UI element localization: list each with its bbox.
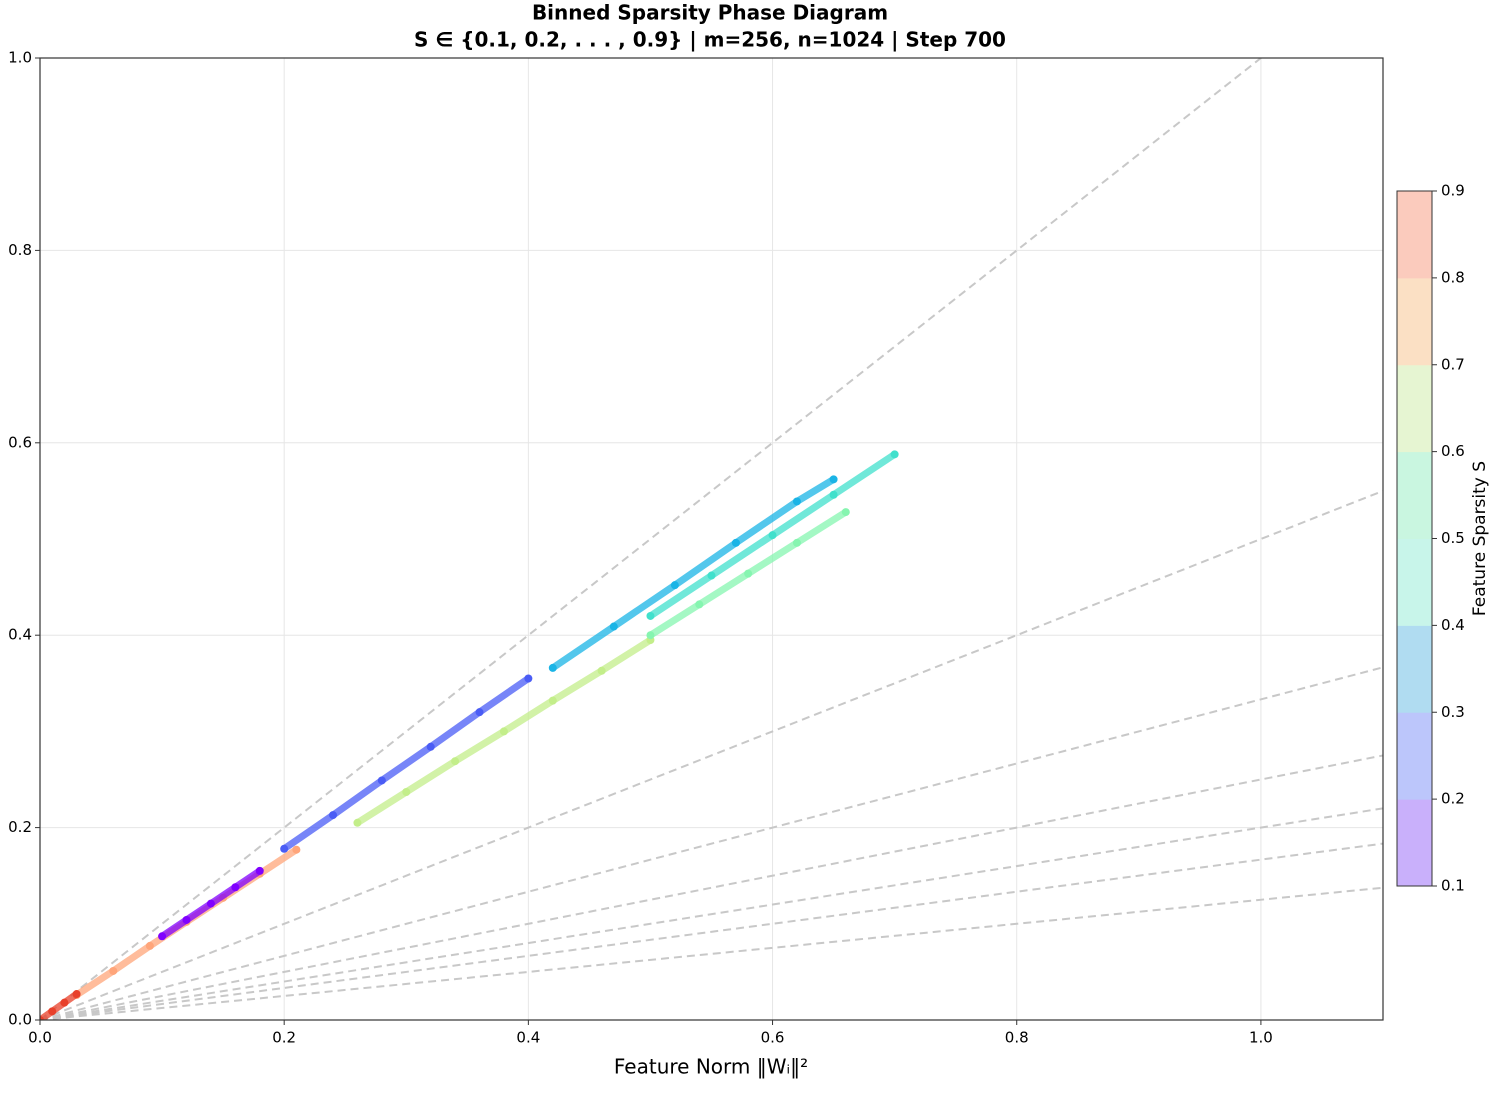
point bbox=[60, 998, 69, 1007]
colorbar-tick-label: 0.2 bbox=[1441, 790, 1465, 808]
point bbox=[695, 600, 704, 609]
point bbox=[426, 742, 435, 751]
plot-frame bbox=[39, 57, 1384, 1021]
axes: 0.0 0.2 0.4 0.6 0.8 1.0 0.0 0.2 0.4 0.6 0.8 1.0 bbox=[8, 49, 1273, 1047]
reference-line bbox=[40, 489, 1383, 1020]
y-tick-label: 0.6 bbox=[8, 433, 32, 451]
x-tick-label: 1.0 bbox=[1249, 1029, 1273, 1047]
point bbox=[744, 569, 753, 578]
point bbox=[206, 899, 215, 908]
colorbar-tick-label: 0.5 bbox=[1441, 529, 1465, 547]
colorbar-tick-label: 0.9 bbox=[1441, 182, 1465, 200]
colorbar-label: Feature Sparsity S bbox=[1470, 461, 1490, 616]
colorbar: 0.1 0.2 0.3 0.4 0.5 0.6 0.7 0.8 0.9 Feature Spars… bbox=[1396, 182, 1490, 895]
point bbox=[524, 674, 533, 683]
reference-line bbox=[40, 886, 1383, 1020]
x-tick-label: 0.0 bbox=[28, 1029, 52, 1047]
x-axis-label: Feature Norm ‖Wᵢ‖² bbox=[614, 1055, 808, 1079]
colorbar-segment bbox=[1397, 712, 1432, 800]
reference-lines bbox=[40, 58, 1383, 1020]
reference-line bbox=[40, 666, 1383, 1020]
reference-line bbox=[40, 807, 1383, 1020]
point bbox=[609, 622, 618, 631]
point bbox=[768, 531, 777, 540]
x-tick-label: 0.4 bbox=[516, 1029, 540, 1047]
point bbox=[792, 497, 801, 506]
colorbar-segment bbox=[1397, 451, 1432, 539]
point bbox=[231, 883, 240, 892]
point bbox=[377, 776, 386, 785]
reference-line bbox=[40, 58, 1263, 1020]
point bbox=[548, 696, 557, 705]
colorbar-segment bbox=[1397, 191, 1432, 279]
point bbox=[329, 811, 338, 820]
colorbar-tick-label: 0.8 bbox=[1441, 268, 1465, 286]
reference-line bbox=[40, 842, 1383, 1020]
point bbox=[792, 538, 801, 547]
colorbar-segment bbox=[1397, 364, 1432, 453]
point bbox=[841, 508, 850, 517]
point bbox=[646, 631, 655, 640]
colorbar-tick-label: 0.7 bbox=[1441, 355, 1465, 373]
point bbox=[280, 844, 289, 853]
point bbox=[292, 845, 301, 854]
point bbox=[499, 727, 508, 736]
reference-line bbox=[40, 754, 1383, 1020]
point bbox=[40, 1016, 44, 1020]
colorbar-tick-label: 0.3 bbox=[1441, 703, 1465, 721]
point bbox=[829, 490, 838, 499]
point bbox=[353, 818, 362, 827]
point bbox=[829, 475, 838, 484]
colorbar-segment bbox=[1397, 538, 1432, 626]
point bbox=[145, 941, 154, 950]
colorbar-tick-label: 0.4 bbox=[1441, 616, 1465, 634]
y-tick-label: 0.2 bbox=[8, 818, 32, 836]
point bbox=[109, 966, 118, 975]
colorbar-segment bbox=[1397, 625, 1432, 713]
x-tick-label: 0.8 bbox=[1005, 1029, 1029, 1047]
point bbox=[548, 663, 557, 672]
chart-subtitle: S ∈ {0.1, 0.2, . . . , 0.9} | m=256, n=1… bbox=[414, 28, 1006, 52]
point bbox=[158, 932, 167, 941]
y-tick-label: 0.0 bbox=[8, 1011, 32, 1029]
y-tick-label: 0.4 bbox=[8, 626, 32, 644]
points bbox=[40, 450, 899, 1020]
colorbar-segment bbox=[1397, 277, 1432, 366]
x-tick-label: 0.2 bbox=[272, 1029, 296, 1047]
grid bbox=[39, 57, 1383, 1021]
point bbox=[72, 990, 81, 999]
chart-title: Binned Sparsity Phase Diagram bbox=[532, 1, 888, 25]
point bbox=[402, 788, 411, 797]
colorbar-segment bbox=[1397, 799, 1432, 887]
point bbox=[475, 708, 484, 717]
point-band bbox=[280, 674, 532, 853]
point bbox=[255, 866, 264, 875]
colorbar-tick-label: 0.6 bbox=[1441, 442, 1465, 460]
x-tick-label: 0.6 bbox=[761, 1029, 785, 1047]
point-band bbox=[549, 475, 838, 672]
point-band bbox=[40, 990, 81, 1020]
point bbox=[182, 915, 191, 924]
point bbox=[646, 611, 655, 620]
point bbox=[597, 666, 606, 675]
point bbox=[890, 450, 899, 459]
point bbox=[670, 581, 679, 590]
point bbox=[707, 571, 716, 580]
y-tick-label: 0.8 bbox=[8, 241, 32, 259]
colorbar-tick-label: 0.1 bbox=[1441, 877, 1465, 895]
point bbox=[731, 538, 740, 547]
point bbox=[48, 1007, 57, 1016]
y-tick-label: 1.0 bbox=[8, 49, 32, 67]
point bbox=[451, 757, 460, 766]
